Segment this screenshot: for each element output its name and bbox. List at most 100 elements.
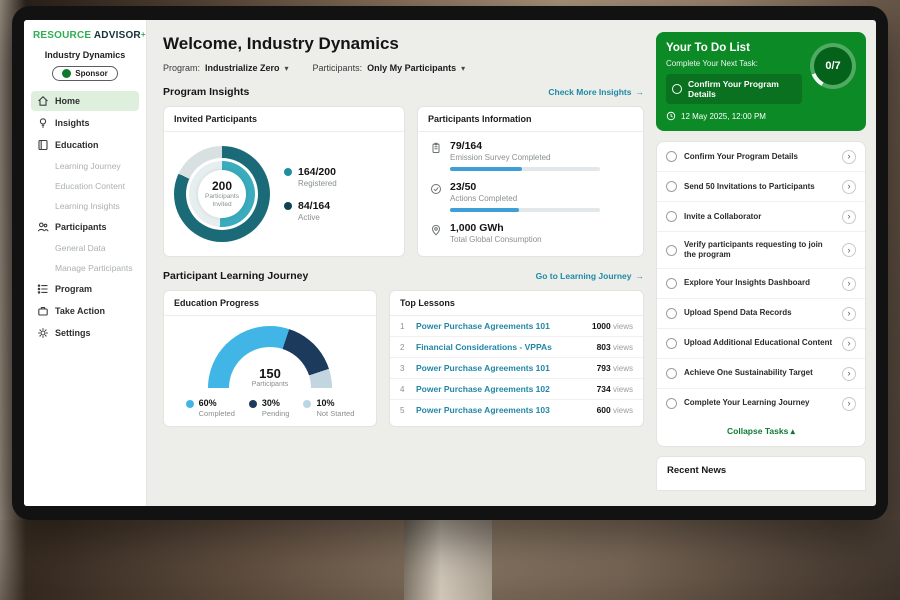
sidebar-item-general-data[interactable]: General Data (31, 239, 139, 257)
arrow-right-icon: → (636, 271, 645, 281)
sidebar-item-label: Participants (55, 222, 107, 232)
actions-icon (430, 183, 442, 195)
sidebar-item-learning-insights[interactable]: Learning Insights (31, 197, 139, 215)
task-row-confirm-program[interactable]: Confirm Your Program Details › (657, 142, 865, 172)
chevron-right-icon[interactable]: › (842, 150, 856, 164)
chevron-right-icon[interactable]: › (842, 307, 856, 321)
checkbox-icon[interactable] (666, 338, 677, 349)
task-row-explore-insights[interactable]: Explore Your Insights Dashboard › (657, 269, 865, 299)
sidebar-item-settings[interactable]: Settings (31, 323, 139, 343)
sidebar-item-program[interactable]: Program (31, 279, 139, 299)
lesson-link[interactable]: Financial Considerations - VPPAs (416, 342, 589, 352)
checkbox-icon[interactable] (666, 278, 677, 289)
sidebar-item-label: Learning Insights (55, 201, 120, 211)
legend-active: 84/164 Active (284, 200, 337, 222)
chevron-right-icon[interactable]: › (842, 397, 856, 411)
checkbox-icon[interactable] (666, 308, 677, 319)
chevron-right-icon[interactable]: › (842, 367, 856, 381)
task-row-upload-spend-data[interactable]: Upload Spend Data Records › (657, 299, 865, 329)
lesson-link[interactable]: Power Purchase Agreements 101 (416, 363, 589, 373)
legend-pending: 30% Pending (249, 398, 290, 418)
sponsor-badge[interactable]: Sponsor (52, 66, 118, 81)
sidebar-item-education-content[interactable]: Education Content (31, 177, 139, 195)
checkbox-icon[interactable] (666, 181, 677, 192)
lesson-link[interactable]: Power Purchase Agreements 102 (416, 384, 589, 394)
sidebar-item-manage-participants[interactable]: Manage Participants (31, 259, 139, 277)
chevron-right-icon[interactable]: › (842, 180, 856, 194)
legend-not-started: 10% Not Started (303, 398, 354, 418)
sidebar-item-label: Home (55, 96, 80, 106)
next-task-time: 12 May 2025, 12:00 PM (666, 111, 856, 121)
lesson-row: 5 Power Purchase Agreements 103 600 view… (390, 400, 643, 420)
sidebar-item-participants[interactable]: Participants (31, 217, 139, 237)
actions-completed-stat: 23/50 Actions Completed (430, 181, 631, 212)
completed-dot-icon (186, 400, 194, 408)
lesson-link[interactable]: Power Purchase Agreements 101 (416, 321, 584, 331)
lesson-row: 4 Power Purchase Agreements 102 734 view… (390, 379, 643, 400)
checkbox-icon[interactable] (666, 245, 677, 256)
actions-completed-progressbar (450, 208, 600, 212)
sidebar-item-label: Take Action (55, 306, 105, 316)
sidebar-item-home[interactable]: Home (31, 91, 139, 111)
program-filter-label: Program: (163, 63, 200, 73)
education-progress-card: Education Progress 150 Participants (163, 290, 377, 427)
task-row-achieve-target[interactable]: Achieve One Sustainability Target › (657, 359, 865, 389)
chevron-right-icon[interactable]: › (842, 277, 856, 291)
checkbox-icon[interactable] (666, 398, 677, 409)
collapse-tasks-link[interactable]: Collapse Tasks ▴ (657, 418, 865, 446)
program-insights-header: Program Insights Check More Insights→ (163, 86, 644, 98)
sidebar-item-insights[interactable]: Insights (31, 113, 139, 133)
chevron-right-icon[interactable]: › (842, 337, 856, 351)
chevron-right-icon[interactable]: › (842, 243, 856, 257)
chevron-down-icon: ▾ (285, 64, 289, 73)
participants-filter-dropdown[interactable]: Participants: Only My Participants ▾ (313, 63, 466, 73)
lesson-link[interactable]: Power Purchase Agreements 103 (416, 405, 589, 415)
participants-filter-value: Only My Participants (367, 63, 456, 73)
chevron-right-icon[interactable]: › (842, 210, 856, 224)
invited-count: 200 (212, 179, 232, 193)
next-task-row[interactable]: Confirm Your Program Details (666, 74, 802, 104)
sidebar-item-learning-journey[interactable]: Learning Journey (31, 157, 139, 175)
checkbox-icon[interactable] (666, 368, 677, 379)
participants-icon (37, 221, 49, 233)
checkbox-icon[interactable] (672, 84, 682, 94)
gear-icon (37, 327, 49, 339)
card-title: Invited Participants (164, 107, 404, 132)
checkbox-icon[interactable] (666, 211, 677, 222)
education-icon (37, 139, 49, 151)
task-row-upload-educational-content[interactable]: Upload Additional Educational Content › (657, 329, 865, 359)
filter-bar: Program: Industrialize Zero ▾ Participan… (163, 63, 644, 73)
task-row-send-invitations[interactable]: Send 50 Invitations to Participants › (657, 172, 865, 202)
lesson-row: 2 Financial Considerations - VPPAs 803 v… (390, 337, 643, 358)
monitor-bezel: RESOURCE ADVISOR+ Industry Dynamics Spon… (12, 6, 888, 520)
top-lessons-card: Top Lessons 1 Power Purchase Agreements … (389, 290, 644, 427)
recent-news-header: Recent News (656, 456, 866, 491)
global-consumption-stat: 1,000 GWh Total Global Consumption (430, 222, 631, 244)
invited-participants-donut-chart: 200 Participants Invited (174, 146, 270, 242)
section-title: Program Insights (163, 86, 249, 98)
task-row-verify-participants[interactable]: Verify participants requesting to join t… (657, 232, 865, 269)
education-progress-gauge-chart: 150 Participants (208, 326, 332, 388)
checkbox-icon[interactable] (666, 151, 677, 162)
logo-resource: RESOURCE (33, 30, 91, 41)
sponsor-label: Sponsor (75, 69, 107, 78)
invited-count-label: Participants Invited (201, 193, 243, 209)
sidebar-item-education[interactable]: Education (31, 135, 139, 155)
task-row-complete-journey[interactable]: Complete Your Learning Journey › (657, 389, 865, 418)
sidebar-item-take-action[interactable]: Take Action (31, 301, 139, 321)
chevron-up-icon: ▴ (791, 426, 795, 436)
pending-dot-icon (249, 400, 257, 408)
location-pin-icon (430, 224, 442, 236)
home-icon (37, 95, 49, 107)
task-row-invite-collaborator[interactable]: Invite a Collaborator › (657, 202, 865, 232)
donut-legend: 164/200 Registered 84/164 Active (284, 166, 337, 222)
chevron-down-icon: ▾ (461, 64, 465, 73)
check-more-insights-link[interactable]: Check More Insights→ (548, 87, 644, 97)
sidebar-item-label: Learning Journey (55, 161, 121, 171)
app-logo: RESOURCE ADVISOR+ (31, 30, 139, 41)
participants-filter-label: Participants: (313, 63, 363, 73)
go-to-learning-journey-link[interactable]: Go to Learning Journey→ (536, 271, 644, 281)
program-filter-dropdown[interactable]: Program: Industrialize Zero ▾ (163, 63, 289, 73)
survey-icon (430, 142, 442, 154)
org-name: Industry Dynamics (31, 50, 139, 60)
